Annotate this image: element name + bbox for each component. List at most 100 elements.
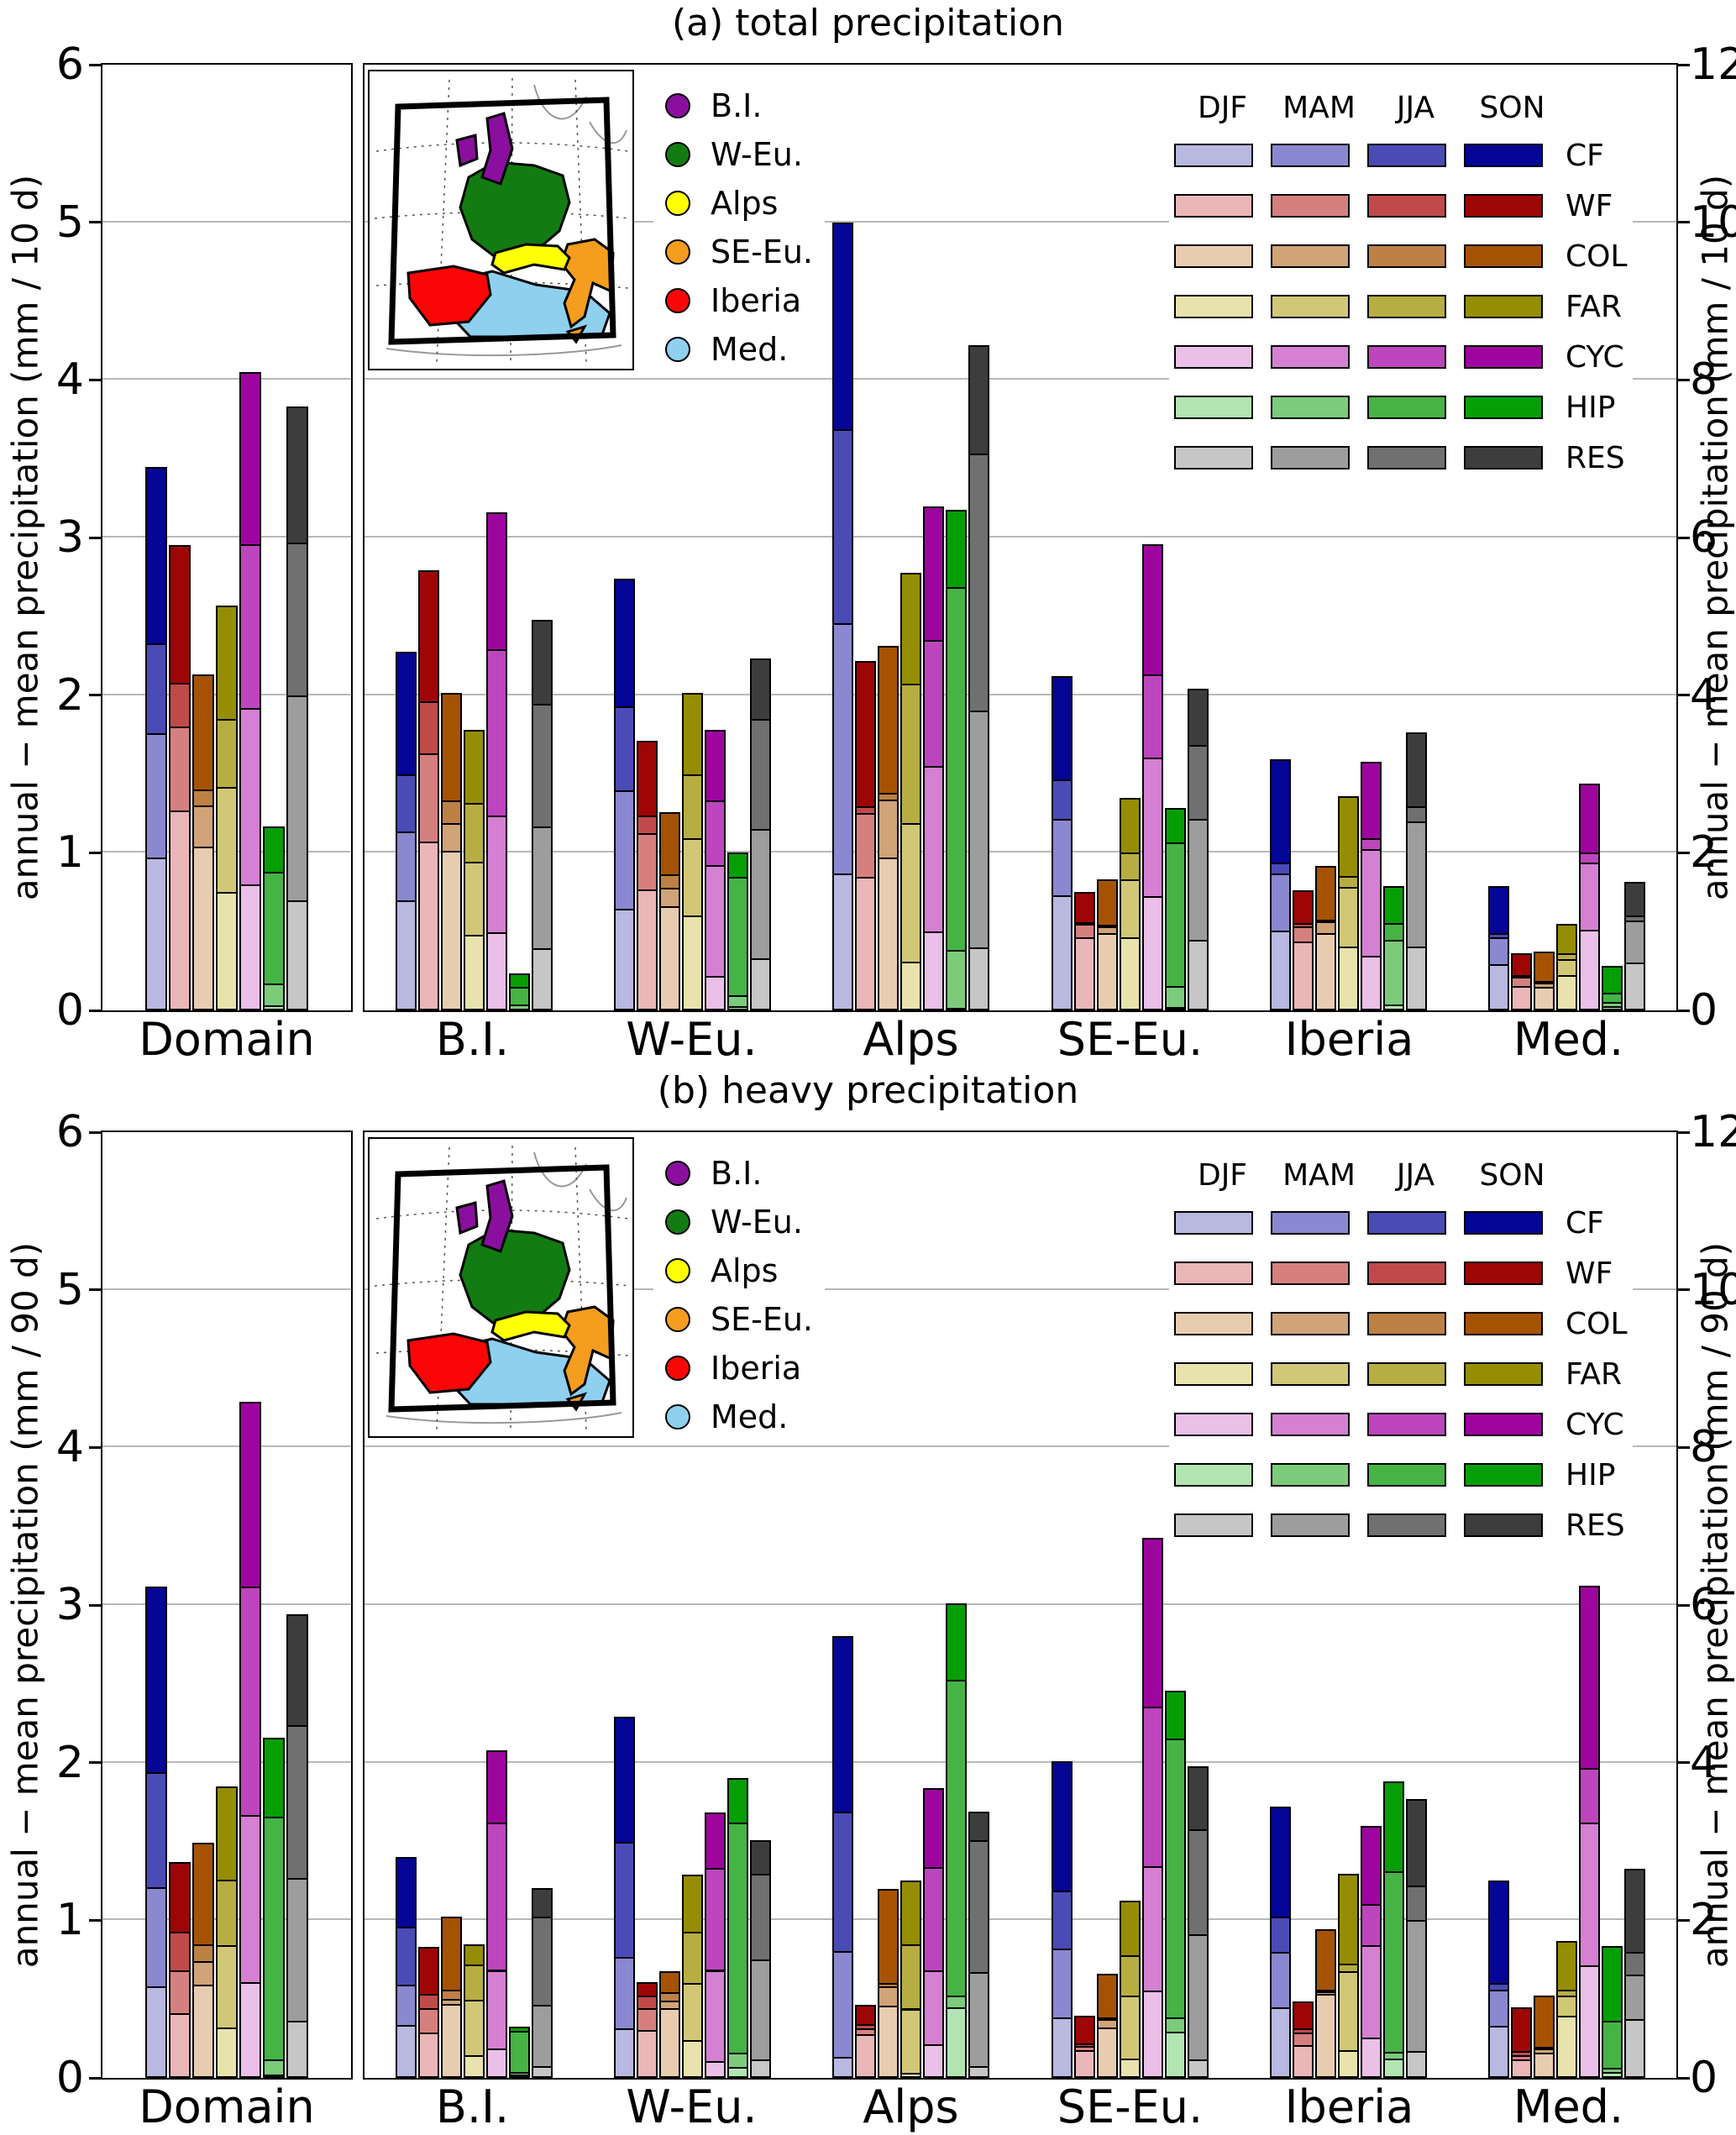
bar-SE-Eu.-CF-MAM <box>1052 819 1073 897</box>
bar-SE-Eu.-RES-MAM <box>1188 1934 1209 2062</box>
bar-B.I.-CYC-DJF <box>486 932 507 1010</box>
right-tick-mark <box>1678 851 1690 854</box>
right-axis-tick: 2 <box>1690 1895 1718 1946</box>
bar-B.I.-HIP-SON <box>509 973 530 989</box>
legend-swatch-CYC-JJA <box>1367 1413 1446 1436</box>
region-label: SE-Eu. <box>711 233 814 270</box>
bar-Domain-RES-DJF <box>286 900 308 1010</box>
legend-swatch-CYC-SON <box>1464 1413 1543 1436</box>
legend-type-row: CF <box>1174 1198 1628 1248</box>
bar-W-Eu.-CYC-SON <box>705 729 726 803</box>
legend-type-row: CF <box>1174 130 1628 181</box>
bar-Domain-FAR-SON <box>216 1786 238 1881</box>
legend-type-row: RES <box>1174 1500 1628 1550</box>
bar-B.I.-FAR-JJA <box>464 1964 485 2002</box>
bar-Iberia-RES-MAM <box>1406 821 1427 948</box>
bar-B.I.-HIP-SON <box>509 2027 530 2033</box>
bar-B.I.-COL-SON <box>441 692 462 803</box>
bar-SE-Eu.-FAR-SON <box>1120 797 1141 855</box>
bar-Alps-CF-MAM <box>832 623 853 875</box>
bar-SE-Eu.-FAR-MAM <box>1120 879 1141 939</box>
europe-map-inset <box>368 70 634 370</box>
bar-SE-Eu.-HIP-DJF <box>1165 2031 1186 2078</box>
bar-B.I.-CYC-SON <box>486 1749 507 1824</box>
bar-W-Eu.-HIP-MAM <box>727 2053 748 2069</box>
map-legend-row: SE-Eu. <box>665 228 813 276</box>
bar-Alps-HIP-DJF <box>946 2006 967 2078</box>
region-label: B.I. <box>711 1155 763 1192</box>
legend-swatch-FAR-MAM <box>1271 1362 1350 1386</box>
bar-W-Eu.-RES-SON <box>750 1839 771 1875</box>
bar-SE-Eu.-HIP-MAM <box>1165 985 1186 1010</box>
bar-Domain-CF-DJF <box>145 1986 167 2078</box>
bar-W-Eu.-CYC-DJF <box>705 975 726 1010</box>
left-tick-mark <box>89 2076 101 2080</box>
bar-SE-Eu.-CYC-MAM <box>1142 757 1163 898</box>
legend-swatch-CF-SON <box>1464 144 1543 167</box>
bar-Iberia-HIP-JJA <box>1383 922 1404 942</box>
bar-Iberia-CF-SON <box>1270 758 1291 864</box>
bar-B.I.-CF-MAM <box>396 831 417 902</box>
bar-B.I.-WF-MAM <box>418 2007 439 2034</box>
left-axis-tick: 1 <box>55 1895 84 1946</box>
right-axis-tick: 12 <box>1690 39 1736 90</box>
legend-type-row: RES <box>1174 433 1628 483</box>
bar-Iberia-COL-SON <box>1315 866 1336 922</box>
legend-swatch-WF-SON <box>1464 1262 1543 1285</box>
type-label: COL <box>1566 239 1628 274</box>
right-tick-mark <box>1678 378 1690 381</box>
bar-W-Eu.-RES-MAM <box>750 1959 771 2062</box>
bar-Med.-CF-MAM <box>1488 1989 1509 2028</box>
region-color-dot <box>665 1161 690 1186</box>
x-label-region: B.I. <box>435 1013 510 1066</box>
bar-Iberia-FAR-DJF <box>1338 947 1359 1010</box>
map-legend-row: Med. <box>665 1393 813 1441</box>
bar-Alps-FAR-DJF <box>900 961 921 1010</box>
bar-Med.-WF-SON <box>1511 2006 1532 2054</box>
right-axis-tick: 0 <box>1690 985 1718 1036</box>
bar-Domain-HIP-MAM <box>263 984 285 1008</box>
bar-Iberia-COL-SON <box>1315 1928 1336 1991</box>
region-color-dot <box>665 337 690 362</box>
bar-SE-Eu.-HIP-SON <box>1165 1691 1186 1740</box>
bar-Iberia-CF-JJA <box>1270 1916 1291 1954</box>
map-legend-row: B.I. <box>665 1149 813 1198</box>
bar-Domain-COL-DJF <box>192 846 214 1010</box>
bar-Domain-FAR-DJF <box>216 892 238 1010</box>
legend-swatch-CF-MAM <box>1271 144 1350 167</box>
x-label-region: W-Eu. <box>626 2080 758 2133</box>
bar-Domain-COL-SON <box>192 1843 214 1946</box>
legend-swatch-COL-DJF <box>1174 244 1253 268</box>
bar-Domain-WF-JJA <box>169 682 191 729</box>
domain-subplot <box>101 1130 353 2080</box>
bar-Domain-CF-JJA <box>145 1771 167 1889</box>
bar-Alps-COL-SON <box>878 645 899 795</box>
bar-Med.-CF-SON <box>1488 1880 1509 1985</box>
bar-Domain-FAR-JJA <box>216 1879 238 1948</box>
bar-Med.-CF-SON <box>1488 885 1509 935</box>
bar-Iberia-FAR-MAM <box>1338 886 1359 948</box>
bar-Alps-FAR-MAM <box>900 822 921 963</box>
bar-Med.-RES-MAM <box>1624 921 1645 964</box>
legend-swatch-CYC-SON <box>1464 345 1543 369</box>
x-label-region: Iberia <box>1284 2080 1414 2133</box>
x-label-region: SE-Eu. <box>1057 1013 1204 1066</box>
bar-W-Eu.-FAR-JJA <box>682 774 703 840</box>
right-axis-tick: 8 <box>1690 1422 1718 1473</box>
legend-swatch-COL-SON <box>1464 1312 1543 1335</box>
bar-W-Eu.-RES-DJF <box>750 2059 771 2078</box>
bar-SE-Eu.-CF-DJF <box>1052 2017 1073 2078</box>
bar-B.I.-FAR-DJF <box>464 2054 485 2078</box>
x-label-region: Alps <box>863 2080 959 2133</box>
bar-B.I.-RES-SON <box>532 619 553 706</box>
map-legend-row: Iberia <box>665 276 813 325</box>
bar-Iberia-CF-JJA <box>1270 862 1291 875</box>
bar-SE-Eu.-FAR-JJA <box>1120 852 1141 882</box>
bar-Alps-RES-SON <box>968 345 989 455</box>
bar-SE-Eu.-HIP-JJA <box>1165 842 1186 988</box>
legend-swatch-HIP-SON <box>1464 1463 1543 1487</box>
bar-Med.-RES-DJF <box>1624 2018 1645 2078</box>
bar-W-Eu.-FAR-MAM <box>682 1983 703 2042</box>
panel-title: (b) heavy precipitation <box>657 1069 1079 1112</box>
europe-map <box>374 77 631 365</box>
